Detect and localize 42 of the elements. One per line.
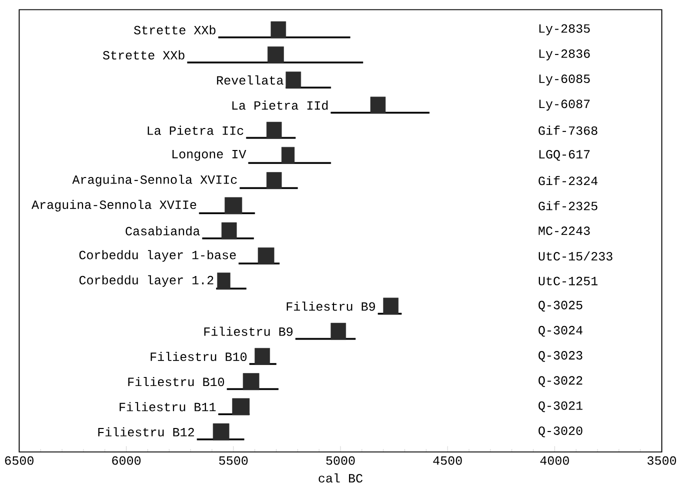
annotation: Q-3025	[538, 300, 582, 312]
y-tick-label: Filiestru B9	[286, 301, 375, 311]
annotation: Gif-7368	[538, 125, 598, 135]
y-tick-label: La Pietra IId	[232, 100, 328, 110]
annotation: Ly-2836	[539, 49, 590, 60]
annotation: UtC-1251	[538, 276, 598, 286]
annotation: Ly-6085	[539, 74, 590, 86]
y-tick-label: Casabianda	[126, 226, 200, 236]
x-axis-title: cal BC	[318, 473, 363, 482]
y-tick-label: Filiestru B9	[204, 326, 293, 336]
y-tick-label: Filiestru B10	[150, 352, 247, 361]
x-tick-label: 5500	[219, 456, 248, 465]
y-tick-label: Araguina-Sennola XVIIc	[72, 174, 237, 186]
y-tick-label: La Pietra IIc	[148, 125, 244, 135]
x-tick-label: 4500	[433, 456, 462, 465]
y-tick-label: Corbeddu layer 1.2	[79, 274, 214, 287]
annotation: Gif-2325	[538, 200, 598, 210]
annotation: Q-3022	[538, 376, 582, 387]
x-tick-label: 5000	[326, 456, 355, 465]
y-tick-label: Filiestru B12	[98, 426, 194, 436]
annotation: Q-3024	[538, 326, 582, 336]
annotation: LGQ-617	[539, 150, 590, 161]
annotation: MC-2243	[538, 226, 590, 235]
annotation: Gif-2324	[538, 176, 598, 185]
y-tick-label: Strette XXb	[134, 24, 216, 34]
y-tick-label: Araguina-Sennola XVIIe	[32, 200, 196, 212]
y-tick-label: Corbeddu layer 1-base	[79, 250, 236, 262]
x-tick-label: 4000	[540, 456, 569, 465]
y-tick-label: Filiestru B11	[120, 402, 216, 412]
annotation: Ly-6087	[539, 99, 590, 110]
x-tick-label: 3500	[648, 456, 676, 465]
y-tick-label: Revellata	[217, 75, 284, 84]
annotation: UtC-15/233	[538, 251, 612, 260]
x-tick-label: 6000	[112, 456, 141, 465]
annotation: Q-3021	[538, 401, 582, 412]
annotation: Q-3020	[538, 426, 582, 437]
y-tick-label: Filiestru B10	[128, 376, 224, 386]
annotation: Q-3023	[538, 350, 582, 362]
x-tick-label: 6500	[5, 456, 34, 465]
annotation: Ly-2835	[539, 24, 590, 36]
y-tick-label: Longone IV	[172, 150, 246, 161]
y-tick-label: Strette XXb	[102, 50, 184, 60]
